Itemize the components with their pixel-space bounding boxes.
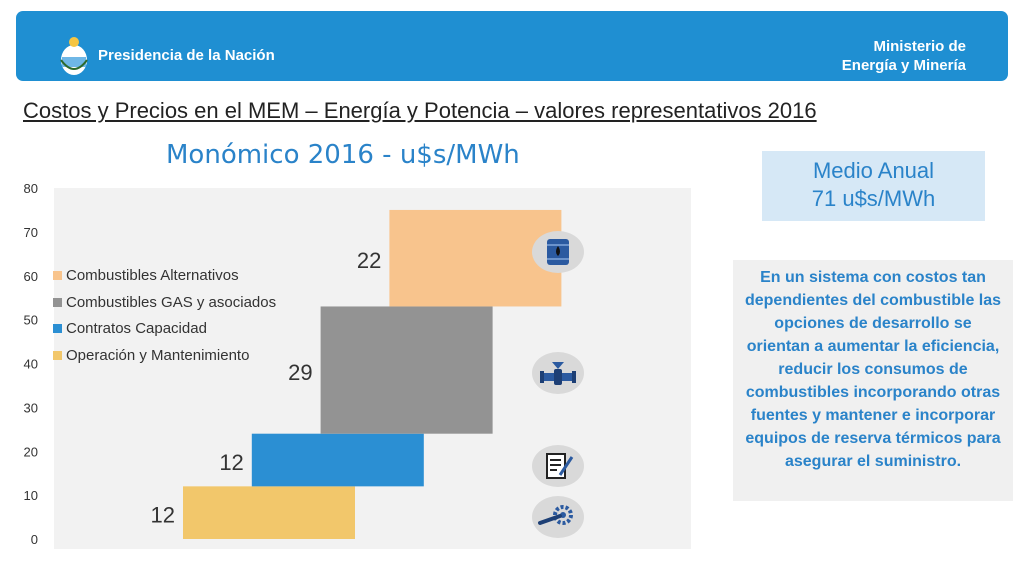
data-label: 29 <box>288 360 312 385</box>
legend-item: Contratos Capacidad <box>52 315 276 342</box>
waterfall-chart: 0 10 20 30 40 50 60 70 80 12 12 29 22 <box>0 178 700 558</box>
data-label: 12 <box>219 450 243 475</box>
y-axis: 0 10 20 30 40 50 60 70 80 <box>24 181 38 547</box>
y-tick-label: 40 <box>24 357 38 372</box>
legend-item: Combustibles GAS y asociados <box>52 289 276 316</box>
y-tick-label: 10 <box>24 488 38 503</box>
info-text-box: En un sistema con costos tan dependiente… <box>733 260 1013 501</box>
legend-swatch <box>53 270 62 280</box>
data-label: 22 <box>357 248 381 273</box>
chart-svg: 0 10 20 30 40 50 60 70 80 12 12 29 22 <box>24 181 691 549</box>
y-tick-label: 50 <box>24 313 38 328</box>
medio-anual-value: 71 u$s/MWh <box>811 186 936 211</box>
ministerio-line1: Ministerio de <box>873 38 966 55</box>
y-tick-label: 70 <box>24 225 38 240</box>
legend-label: Combustibles GAS y asociados <box>66 293 277 311</box>
header-banner: Presidencia de la Nación Ministerio de E… <box>16 11 1008 81</box>
y-tick-label: 30 <box>24 400 38 415</box>
legend-label: Contratos Capacidad <box>66 320 207 338</box>
national-shield-icon <box>60 37 88 75</box>
y-tick-label: 20 <box>24 444 38 459</box>
legend-swatch <box>53 350 62 360</box>
ministerio-title: Ministerio de Energía y Minería <box>842 37 966 75</box>
data-labels: 12 12 29 22 <box>151 248 382 527</box>
data-label: 12 <box>151 503 175 528</box>
bar-contratos-capacidad <box>251 433 424 487</box>
legend-swatch <box>53 324 62 334</box>
legend-item: Operación y Mantenimiento <box>52 342 276 369</box>
legend-label: Combustibles Alternativos <box>66 266 239 284</box>
page-title: Costos y Precios en el MEM – Energía y P… <box>23 98 817 123</box>
legend-item: Combustibles Alternativos <box>52 262 276 289</box>
wrench-gear-icon <box>532 496 584 538</box>
y-tick-label: 0 <box>31 532 38 547</box>
gas-valve-icon <box>532 352 584 394</box>
y-tick-label: 60 <box>24 269 38 284</box>
legend-swatch <box>53 297 62 307</box>
oil-barrel-icon <box>532 231 584 273</box>
legend-label: Operación y Mantenimiento <box>66 346 250 364</box>
bar-combustibles-gas-y-asociados <box>320 306 493 434</box>
chart-title: Monómico 2016 - u$s/MWh <box>166 140 520 170</box>
ministerio-line2: Energía y Minería <box>841 57 966 74</box>
presidencia-title: Presidencia de la Nación <box>98 47 275 64</box>
medio-anual-label: Medio Anual <box>812 158 935 183</box>
y-tick-label: 80 <box>24 181 38 196</box>
bar-operaci-n-y-mantenimiento <box>183 486 355 539</box>
medio-anual-box: Medio Anual 71 u$s/MWh <box>762 151 985 221</box>
legend: Combustibles Alternativos Combustibles GA… <box>52 262 276 369</box>
contract-pen-icon <box>532 445 584 487</box>
